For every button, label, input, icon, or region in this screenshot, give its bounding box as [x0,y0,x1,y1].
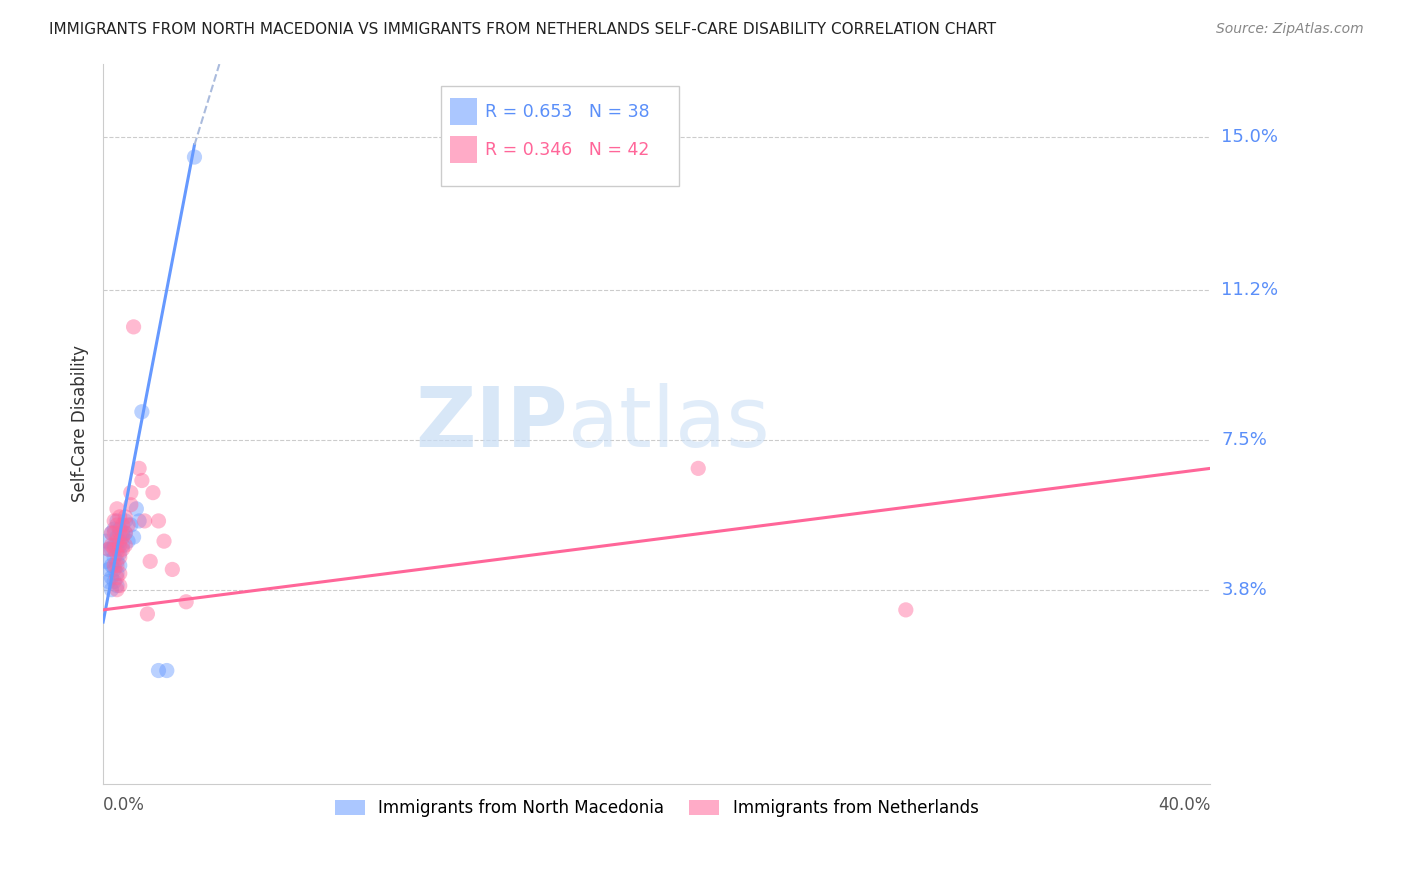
Point [174,595,197,609]
Point [94,534,117,549]
Point [114,509,136,524]
Point [100,558,122,573]
Point [162,562,184,576]
Point [120,485,142,500]
Point [108,550,131,565]
Text: 11.2%: 11.2% [1222,282,1278,300]
Point [97,542,120,557]
Point [103,542,125,557]
Point [142,485,165,500]
Point [108,509,131,524]
Point [108,538,131,552]
Point [117,534,139,549]
Point [105,501,128,516]
Point [134,514,156,528]
Point [103,562,125,576]
Point [148,514,170,528]
Point [108,566,131,581]
Legend: Immigrants from North Macedonia, Immigrants from Netherlands: Immigrants from North Macedonia, Immigra… [326,791,987,826]
Point [108,522,131,536]
Point [108,579,131,593]
Point [105,530,128,544]
Point [105,554,128,568]
FancyBboxPatch shape [450,98,478,125]
Point [111,518,134,533]
FancyBboxPatch shape [441,86,679,186]
Point [94,554,117,568]
Point [111,530,134,544]
Point [122,530,145,544]
Point [105,534,128,549]
Point [105,514,128,528]
FancyBboxPatch shape [450,136,478,163]
Point [97,574,120,589]
Point [105,558,128,573]
Point [120,498,142,512]
Point [100,538,122,552]
Point [105,518,128,533]
Point [97,562,120,576]
Point [120,518,142,533]
Point [153,534,176,549]
Point [103,514,125,528]
Point [105,546,128,560]
Text: 0.0%: 0.0% [103,796,145,814]
Point [105,570,128,584]
Point [103,558,125,573]
Text: IMMIGRANTS FROM NORTH MACEDONIA VS IMMIGRANTS FROM NETHERLANDS SELF-CARE DISABIL: IMMIGRANTS FROM NORTH MACEDONIA VS IMMIG… [49,22,997,37]
Point [111,526,134,541]
Point [136,607,159,621]
Point [108,558,131,573]
Point [114,514,136,528]
Point [108,526,131,541]
Point [100,542,122,557]
Text: 40.0%: 40.0% [1159,796,1211,814]
Point [183,150,205,164]
Point [97,542,120,557]
Point [128,514,150,528]
Point [688,461,710,475]
Point [105,566,128,581]
Point [103,550,125,565]
Text: ZIP: ZIP [416,384,568,465]
Text: R = 0.653   N = 38: R = 0.653 N = 38 [485,103,650,120]
Point [103,522,125,536]
Point [100,526,122,541]
Point [103,538,125,552]
Point [131,405,153,419]
Point [105,542,128,557]
Point [117,518,139,533]
Point [156,664,179,678]
Point [128,461,150,475]
Point [100,526,122,541]
Point [111,542,134,557]
Point [122,319,145,334]
Point [100,570,122,584]
Text: 7.5%: 7.5% [1222,431,1267,449]
Point [114,538,136,552]
Point [125,501,148,516]
Point [111,538,134,552]
Point [103,574,125,589]
Text: 3.8%: 3.8% [1222,581,1267,599]
Y-axis label: Self-Care Disability: Self-Care Disability [72,345,89,502]
Text: 15.0%: 15.0% [1222,128,1278,145]
Point [100,582,122,597]
Point [894,603,917,617]
Point [108,534,131,549]
Point [108,546,131,560]
Point [139,554,162,568]
Point [114,526,136,541]
Text: R = 0.346   N = 42: R = 0.346 N = 42 [485,141,650,159]
Text: atlas: atlas [568,384,770,465]
Point [131,474,153,488]
Point [105,579,128,593]
Text: Source: ZipAtlas.com: Source: ZipAtlas.com [1216,22,1364,37]
Point [103,526,125,541]
Point [114,526,136,541]
Point [105,582,128,597]
Point [148,664,170,678]
